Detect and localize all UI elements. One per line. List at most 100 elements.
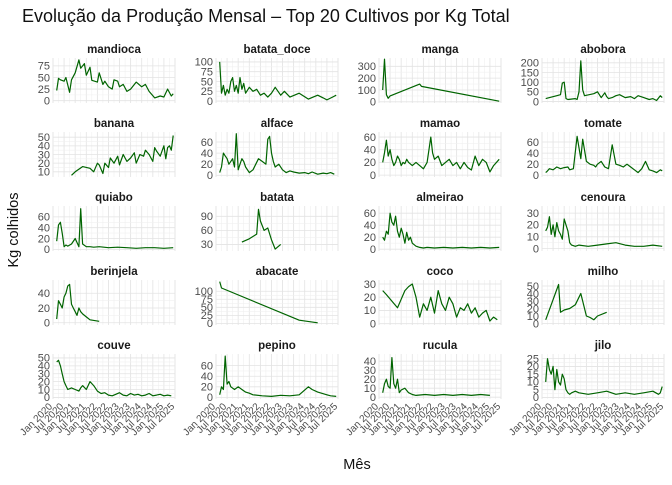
y-tick-label: 40 [201,148,213,160]
y-tick-label: 0 [207,170,213,182]
series-line-cenoura [545,216,663,247]
y-tick-label: 60 [201,360,213,372]
y-tick-label: 40 [201,371,213,383]
series-line-jilo [545,358,663,395]
y-tick-label: 0 [370,244,376,256]
y-tick-label: 40 [527,288,539,300]
y-tick-label: 60 [364,208,376,220]
y-tick-label: 30 [201,239,213,251]
x-axis-title: Mês [343,457,370,473]
facet-strip-label: tomate [584,118,622,130]
series-line-batata_doce [219,61,337,101]
series-line-berinjela [56,283,100,322]
y-tick-label: 0 [533,243,539,255]
facet-strip-label: couve [97,340,130,352]
y-tick-label: 50 [38,72,50,84]
y-tick-label: 0 [370,170,376,182]
series-line-abobora [545,60,663,102]
facet-strip-label: mandioca [87,44,141,56]
facet-batata: batata 30 60 90 [201,192,339,251]
y-tick-label: 30 [364,279,376,291]
y-tick-label: 100 [358,85,376,97]
y-tick-label: 50 [527,281,539,293]
facet-strip-label: jilo [594,340,612,352]
series-line-manga [382,58,500,102]
y-tick-label: 200 [358,73,376,85]
series-line-banana [71,135,174,176]
y-tick-label: 25 [527,353,539,365]
series-line-abacate [219,281,318,324]
y-tick-label: 20 [527,361,539,373]
y-tick-label: 50 [38,132,50,144]
y-tick-label: 100 [521,77,539,89]
y-tick-label: 60 [201,137,213,149]
series-line-almeirao [382,212,500,249]
y-tick-label: 0 [207,392,213,404]
series-line-mandioca [56,59,174,99]
y-tick-label: 25 [201,310,213,322]
facet-strip-label: abobora [580,44,626,56]
series-line-milho [545,283,607,321]
y-tick-label: 0 [44,392,50,404]
facet-strip-label: cenoura [581,192,626,204]
y-tick-label: 20 [527,159,539,171]
y-tick-label: 75 [201,294,213,306]
y-tick-label: 0 [207,318,213,330]
series-line-quiabo [56,208,174,249]
y-tick-label: 300 [358,61,376,73]
y-tick-label: 60 [527,137,539,149]
y-tick-label: 10 [364,305,376,317]
y-tick-label: 20 [527,220,539,232]
series-line-couve [56,359,172,397]
y-tick-label: 10 [38,384,50,396]
series-line-tomate [545,135,663,174]
y-tick-label: 20 [201,159,213,171]
y-tick-label: 75 [201,66,213,78]
y-tick-label: 0 [370,318,376,330]
facet-berinjela: berinjela 0 20 40 [38,266,176,330]
y-tick-label: 50 [527,87,539,99]
y-tick-label: 10 [527,232,539,244]
y-tick-label: 50 [38,353,50,365]
series-line-coco [382,283,498,322]
y-tick-label: 10 [364,383,376,395]
y-tick-label: 90 [201,211,213,223]
facet-strip-label: manga [421,44,459,56]
y-tick-label: 50 [201,302,213,314]
y-tick-label: 60 [38,212,50,224]
y-tick-label: 0 [44,95,50,107]
y-tick-label: 20 [364,292,376,304]
y-tick-label: 20 [38,303,50,315]
y-tick-label: 0 [533,96,539,108]
y-tick-label: 0 [533,392,539,404]
y-tick-label: 30 [364,365,376,377]
y-tick-label: 20 [364,157,376,169]
y-tick-label: 200 [521,58,539,70]
facet-strip-label: rucula [423,340,458,352]
y-tick-label: 15 [527,369,539,381]
y-tick-label: 40 [38,288,50,300]
facet-strip-label: quiabo [95,192,133,204]
y-tick-label: 30 [38,149,50,161]
y-tick-label: 0 [533,170,539,182]
y-tick-label: 20 [38,158,50,170]
y-tick-label: 0 [44,244,50,256]
y-tick-label: 40 [527,148,539,160]
y-tick-label: 10 [38,167,50,179]
series-line-pepino [219,355,337,397]
y-tick-label: 10 [527,311,539,323]
y-tick-label: 20 [38,233,50,245]
y-tick-label: 30 [38,369,50,381]
y-tick-label: 25 [201,86,213,98]
